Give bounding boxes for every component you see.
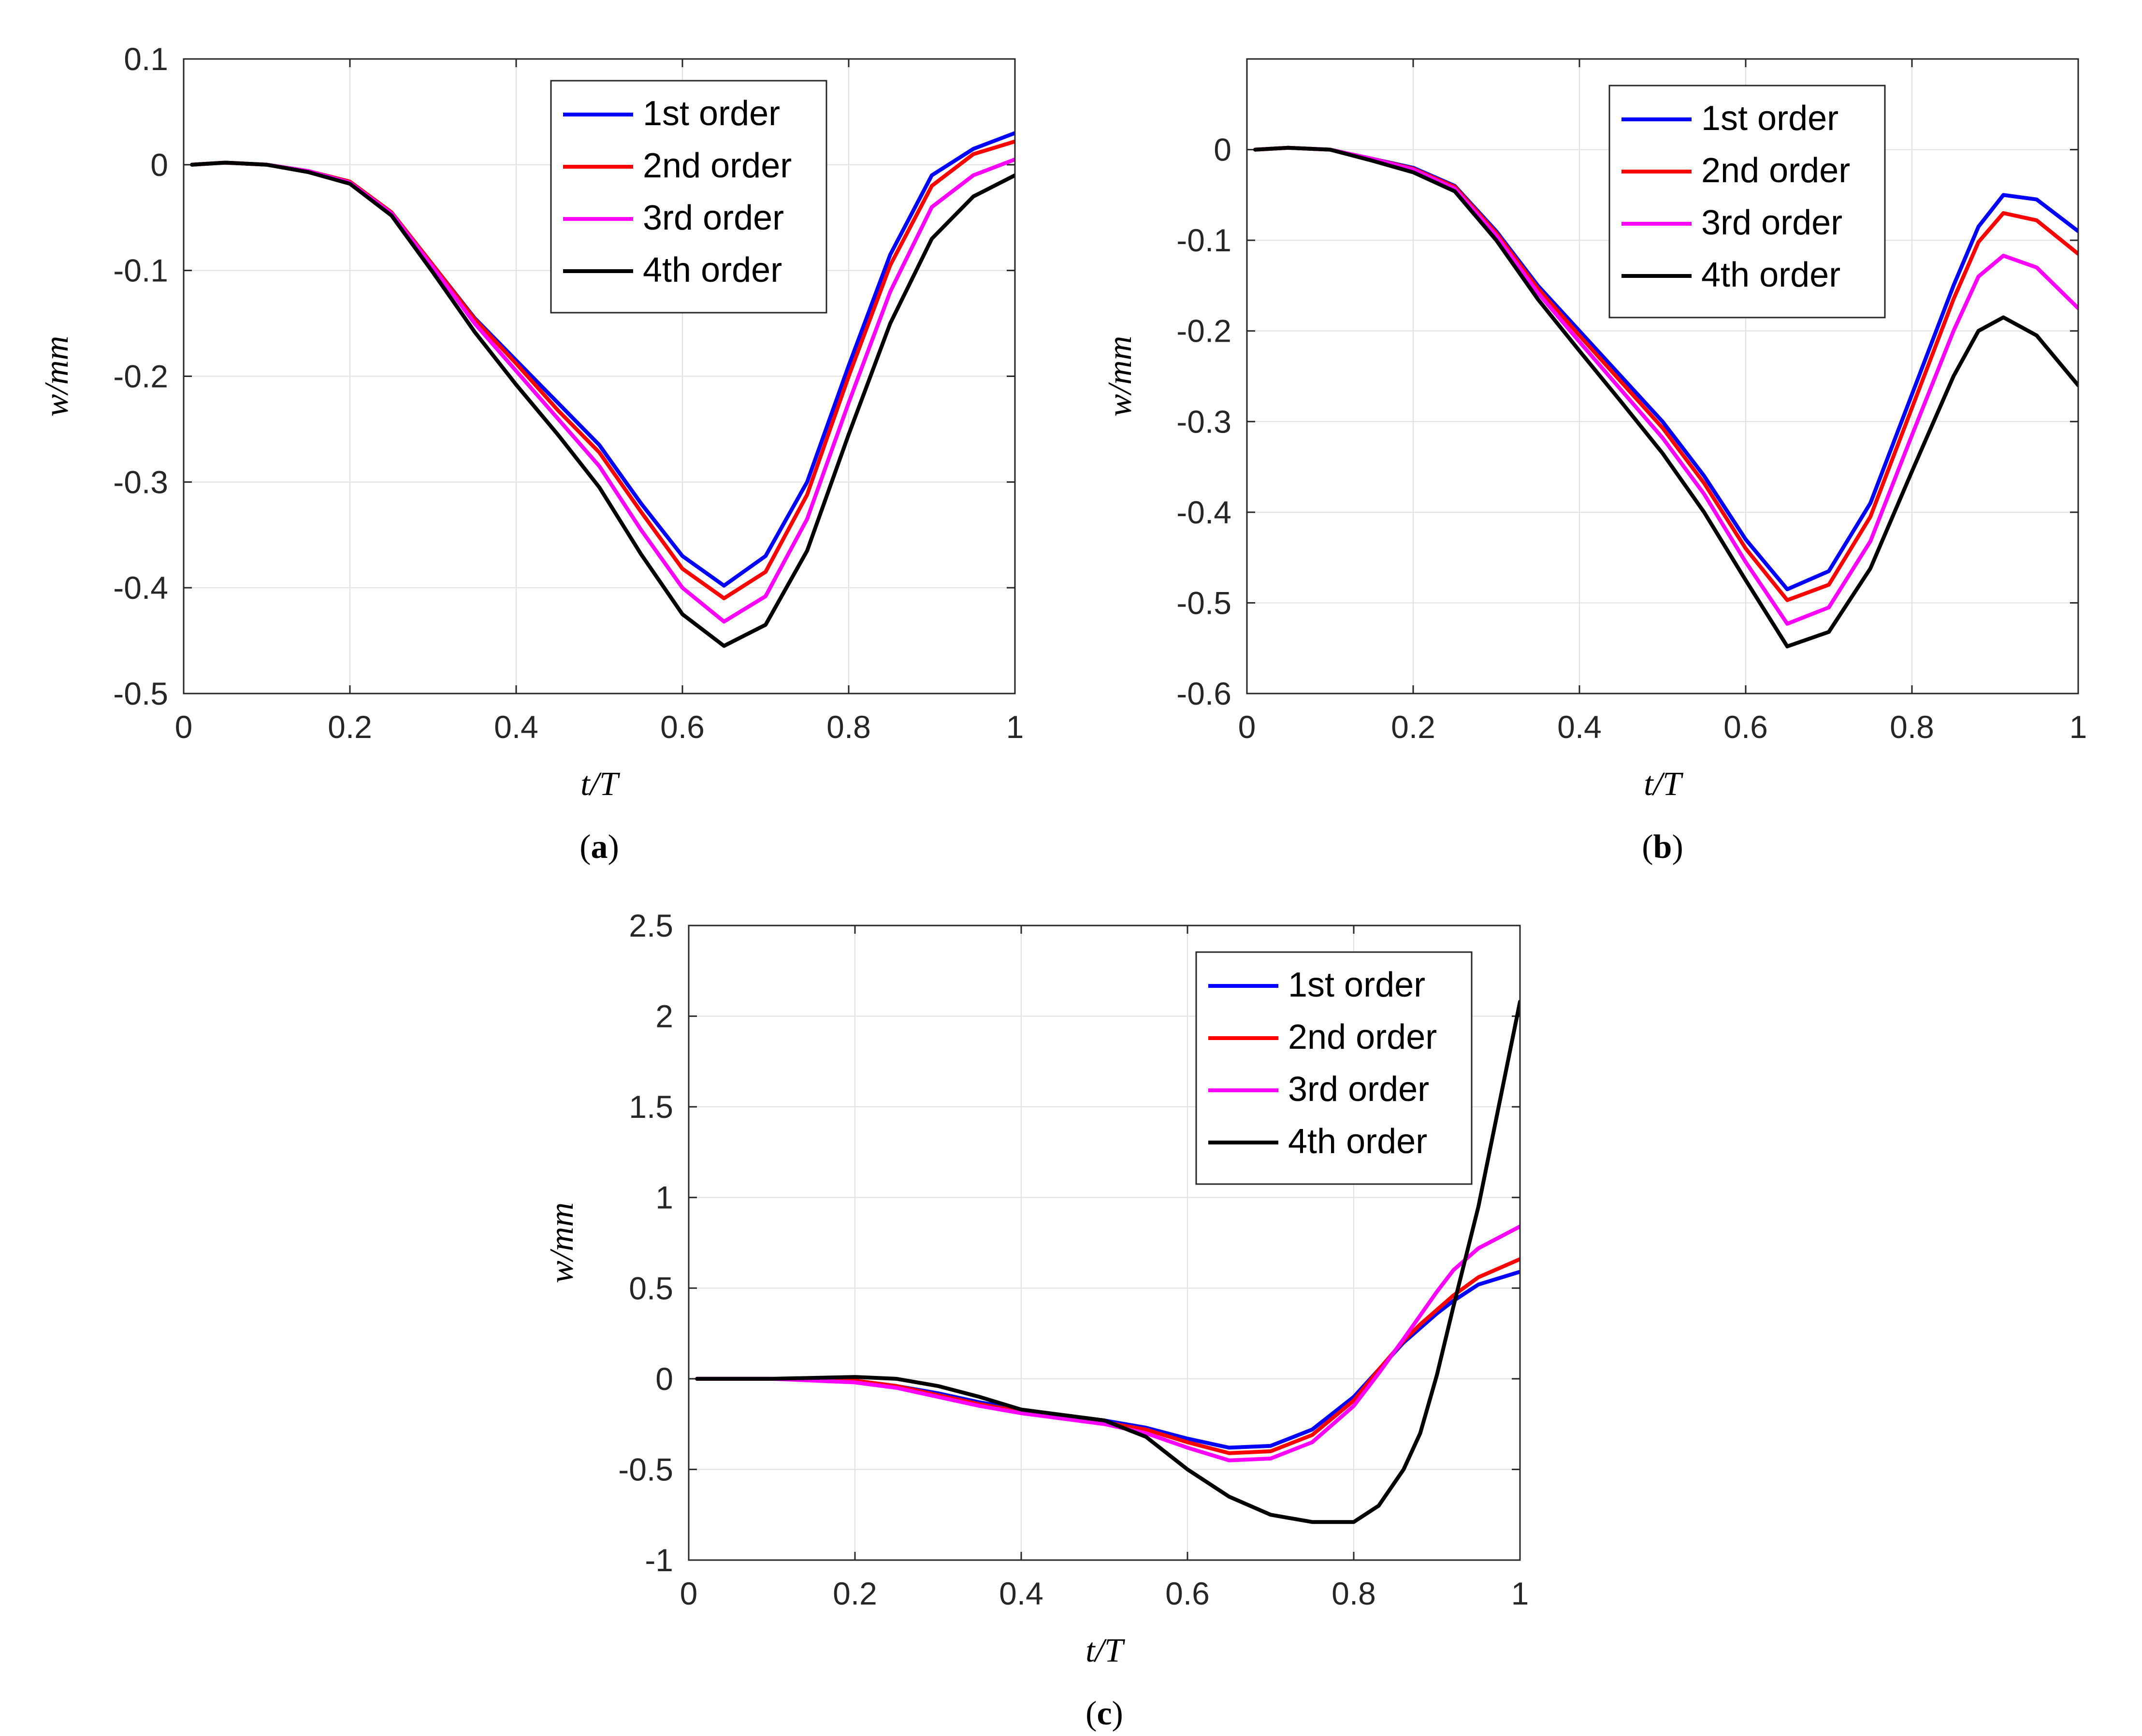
x-tick-label: 0.6 <box>1165 1576 1210 1611</box>
axes-frame <box>688 925 1521 1561</box>
legend-entry-4: 4th order <box>643 251 782 289</box>
y-axis-label: w/mm <box>38 336 75 417</box>
legend-entry-1: 1st order <box>643 94 780 133</box>
x-tick-label: 1 <box>1511 1576 1529 1611</box>
chart-panel-c: 0 0.2 0.4 0.6 0.8 1 -1 -0.5 0 0.5 1 1.5 2 2.5 t/T w/mm (… <box>543 908 1529 1732</box>
x-tick-label: 0.4 <box>999 1576 1043 1611</box>
series-line-4 <box>190 160 1015 648</box>
y-axis-label: w/mm <box>543 1202 580 1283</box>
y-tick-label: -0.3 <box>113 464 168 500</box>
legend-entry-3: 3rd order <box>1701 203 1842 242</box>
legend-entry-4: 4th order <box>1701 256 1840 294</box>
y-tick-label: -0.1 <box>1176 222 1231 258</box>
y-tick-label: -0.1 <box>113 253 168 289</box>
x-tick-label: 0 <box>1238 709 1256 745</box>
x-tick-label: 1 <box>1006 709 1024 745</box>
x-tick-label: 0 <box>175 709 193 745</box>
y-tick-label: -1 <box>645 1542 673 1578</box>
y-tick-label: -0.5 <box>1176 585 1231 621</box>
x-tick-label: 0.8 <box>826 709 871 745</box>
legend-entry-1: 1st order <box>1288 966 1425 1004</box>
legend-entry-3: 3rd order <box>1288 1070 1429 1109</box>
x-tick-label: 0 <box>680 1576 698 1611</box>
x-axis-label: t/T <box>1644 766 1684 803</box>
legend-entry-3: 3rd order <box>643 199 784 237</box>
x-tick-label: 0.8 <box>1332 1576 1376 1611</box>
y-tick-label: -0.3 <box>1176 404 1231 439</box>
y-tick-label: -0.2 <box>1176 313 1231 349</box>
x-tick-label: 0.8 <box>1890 709 1934 745</box>
legend-entry-2: 2nd order <box>643 146 792 185</box>
series-line-4 <box>1253 145 2078 649</box>
y-tick-label: -0.6 <box>1176 676 1231 711</box>
y-tick-label: -0.4 <box>1176 494 1231 530</box>
y-tick-label: 0 <box>1214 132 1231 168</box>
legend: 1st order 2nd order 3rd order 4th order <box>550 80 827 314</box>
legend-box <box>1195 951 1473 1185</box>
x-tick-label: 0.2 <box>833 1576 877 1611</box>
chart-panel-a: 0 0.2 0.4 0.6 0.8 1 -0.5 -0.4 -0.3 -0.2 -0.1 0 0.1 t/… <box>38 41 1024 866</box>
y-tick-label: 0.1 <box>124 41 168 77</box>
legend: 1st order 2nd order 3rd order 4th order <box>1195 951 1473 1185</box>
legend-box <box>550 80 827 314</box>
x-tick-label: 0.2 <box>1391 709 1435 745</box>
axes-frame <box>1246 58 2079 694</box>
y-tick-label: 1.5 <box>629 1089 673 1125</box>
y-tick-label: -0.4 <box>113 570 168 606</box>
legend-entry-1: 1st order <box>1701 99 1838 138</box>
legend-entry-2: 2nd order <box>1701 151 1850 190</box>
panel-label: (b) <box>1642 828 1683 866</box>
x-tick-label: 0.6 <box>1723 709 1768 745</box>
y-tick-label: 1 <box>655 1180 673 1215</box>
legend-entry-2: 2nd order <box>1288 1018 1437 1056</box>
legend-entry-4: 4th order <box>1288 1122 1427 1161</box>
y-axis-label: w/mm <box>1101 336 1139 417</box>
x-tick-label: 0.6 <box>660 709 705 745</box>
chart-panel-b: 0 0.2 0.4 0.6 0.8 1 -0.6 -0.5 -0.4 -0.3 -0.2 -0.1 0 t… <box>1101 58 2087 866</box>
y-tick-label: 0 <box>655 1361 673 1397</box>
series-line-4 <box>695 999 1520 1524</box>
y-tick-label: 2 <box>655 998 673 1034</box>
x-axis-label: t/T <box>580 766 621 803</box>
series-line-3 <box>695 1224 1520 1462</box>
y-tick-label: -0.2 <box>113 359 168 394</box>
axes-frame <box>183 58 1016 694</box>
x-tick-label: 0.4 <box>494 709 538 745</box>
x-tick-label: 0.4 <box>1557 709 1602 745</box>
x-tick-label: 0.2 <box>328 709 372 745</box>
x-tick-label: 1 <box>2070 709 2087 745</box>
y-tick-label: -0.5 <box>618 1451 673 1487</box>
series-line-3 <box>1253 145 2078 626</box>
legend: 1st order 2nd order 3rd order 4th order <box>1608 85 1886 318</box>
legend-box <box>1608 85 1886 318</box>
y-tick-label: -0.5 <box>113 676 168 711</box>
y-tick-label: 2.5 <box>629 908 673 943</box>
panel-label: (c) <box>1085 1695 1123 1732</box>
y-tick-label: 0.5 <box>629 1270 673 1306</box>
x-axis-label: t/T <box>1085 1632 1126 1669</box>
y-tick-label: 0 <box>150 147 168 183</box>
panel-label: (a) <box>579 828 619 866</box>
